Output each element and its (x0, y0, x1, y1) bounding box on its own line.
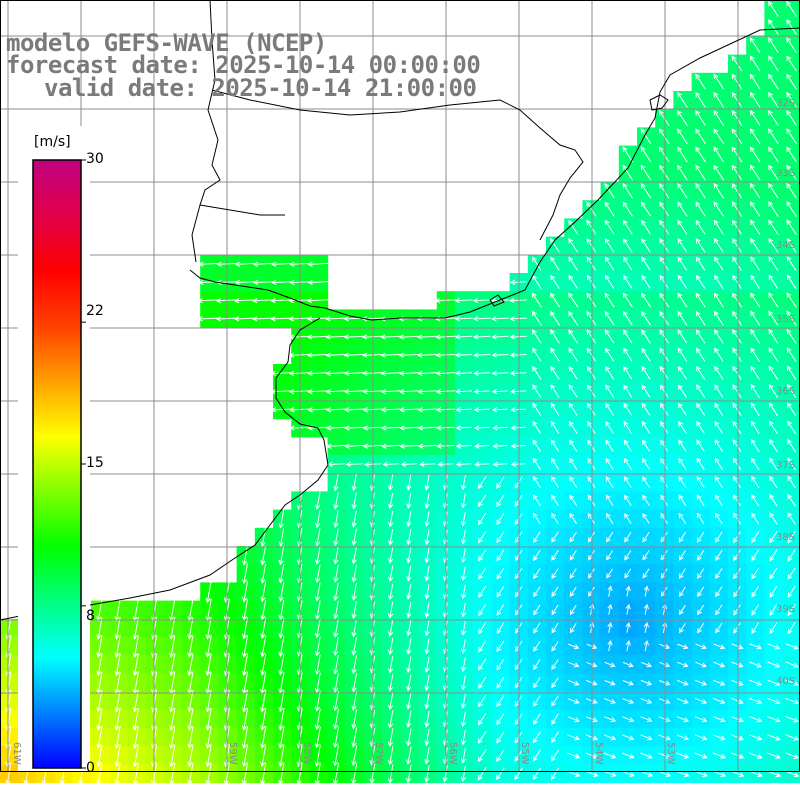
colorbar-tick-30: 30 (86, 151, 104, 167)
lat-label: 34S (776, 240, 796, 251)
lon-label: 61W (11, 742, 22, 765)
lat-label: 35S (776, 314, 796, 325)
coastline-north (189, 27, 800, 321)
lon-label: 57W (373, 742, 384, 765)
lat-label: 40S (776, 676, 796, 687)
lon-label: 53W (665, 742, 676, 765)
lon-label: 58W (301, 742, 312, 765)
lon-label: 59W (227, 742, 238, 765)
border-line (211, 89, 584, 241)
colorbar-tick-0: 0 (86, 760, 95, 776)
colorbar-tick-8: 8 (86, 608, 95, 624)
lat-label: 38S (776, 532, 796, 543)
colorbar-tick-15: 15 (86, 455, 104, 471)
coastline-south (0, 317, 329, 621)
lat-label: 33S (776, 168, 796, 179)
lon-label: 56W (447, 742, 458, 765)
lat-label: 39S (776, 604, 796, 615)
lat-lon-grid (0, 0, 800, 772)
lat-label: 37S (776, 460, 796, 471)
river-border (191, 0, 221, 263)
lagoon-outline (649, 94, 669, 111)
colorbar-tick-22: 22 (86, 303, 104, 319)
forecast-date: forecast date: 2025-10-14 00:00:00 (6, 51, 481, 79)
lat-label: 32S (776, 98, 796, 109)
colorbar-unit: [m/s] (34, 134, 71, 150)
model-title: modelo GEFS-WAVE (NCEP) (6, 29, 327, 57)
coastline (0, 0, 800, 621)
valid-date: valid date: 2025-10-14 21:00:00 (44, 74, 477, 102)
lat-label: 36S (776, 386, 796, 397)
lon-label: 55W (519, 742, 530, 765)
lagoon-outline (489, 294, 505, 307)
colorbar-ticks (81, 159, 86, 769)
wind-arrows (5, 0, 800, 786)
colorbar (32, 159, 82, 769)
lon-label: 54W (593, 742, 604, 765)
border-line (199, 204, 285, 216)
